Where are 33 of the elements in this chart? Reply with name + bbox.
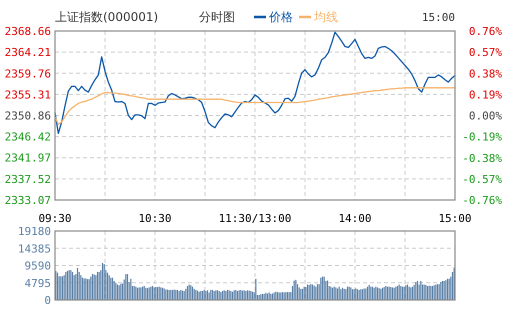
y2-tick-label: 0.38%	[468, 67, 502, 80]
y-tick-label: 2350.86	[4, 110, 51, 123]
y2-tick-label: 0.19%	[468, 88, 502, 102]
y-tick-label: 2333.07	[4, 194, 51, 207]
chart-subtitle: 分时图	[199, 10, 235, 24]
y-tick-label: 2359.76	[4, 67, 51, 80]
y2-tick-label: -0.19%	[462, 130, 502, 144]
x-tick-label: 10:30	[138, 212, 172, 225]
text: 15:00	[422, 11, 455, 24]
x-tick-label: 09:30	[38, 212, 72, 225]
y-tick-label: 2341.97	[4, 152, 51, 165]
y-tick-label: 0	[44, 294, 51, 307]
legend-label: 价格	[268, 10, 293, 24]
x-tick-label: 14:00	[338, 212, 372, 225]
x-tick-label: 15:00	[438, 212, 472, 225]
x-tick-label: 11:30/13:00	[218, 212, 292, 225]
y-tick-label: 2368.66	[4, 25, 51, 38]
y-tick-label: 2346.42	[4, 130, 51, 144]
y2-tick-label: -0.57%	[462, 172, 502, 186]
y2-tick-label: 0.57%	[468, 46, 502, 60]
y-tick-label: 2337.52	[4, 172, 51, 186]
y2-tick-label: -0.38%	[462, 152, 502, 165]
y-tick-label: 2355.31	[4, 88, 51, 102]
y-tick-label: 19180	[18, 225, 51, 238]
y-tick-label: 2364.21	[4, 46, 51, 60]
y-tick-label: 4795	[24, 276, 51, 290]
legend-label: 均线	[313, 10, 338, 24]
y2-tick-label: -0.76%	[462, 194, 502, 207]
chart-title: 上证指数(000001)	[55, 10, 158, 24]
y-tick-label: 9590	[24, 260, 51, 272]
y2-tick-label: 0.00%	[468, 110, 502, 122]
y2-tick-label: 0.76%	[468, 25, 502, 38]
y-tick-label: 14385	[18, 242, 51, 256]
